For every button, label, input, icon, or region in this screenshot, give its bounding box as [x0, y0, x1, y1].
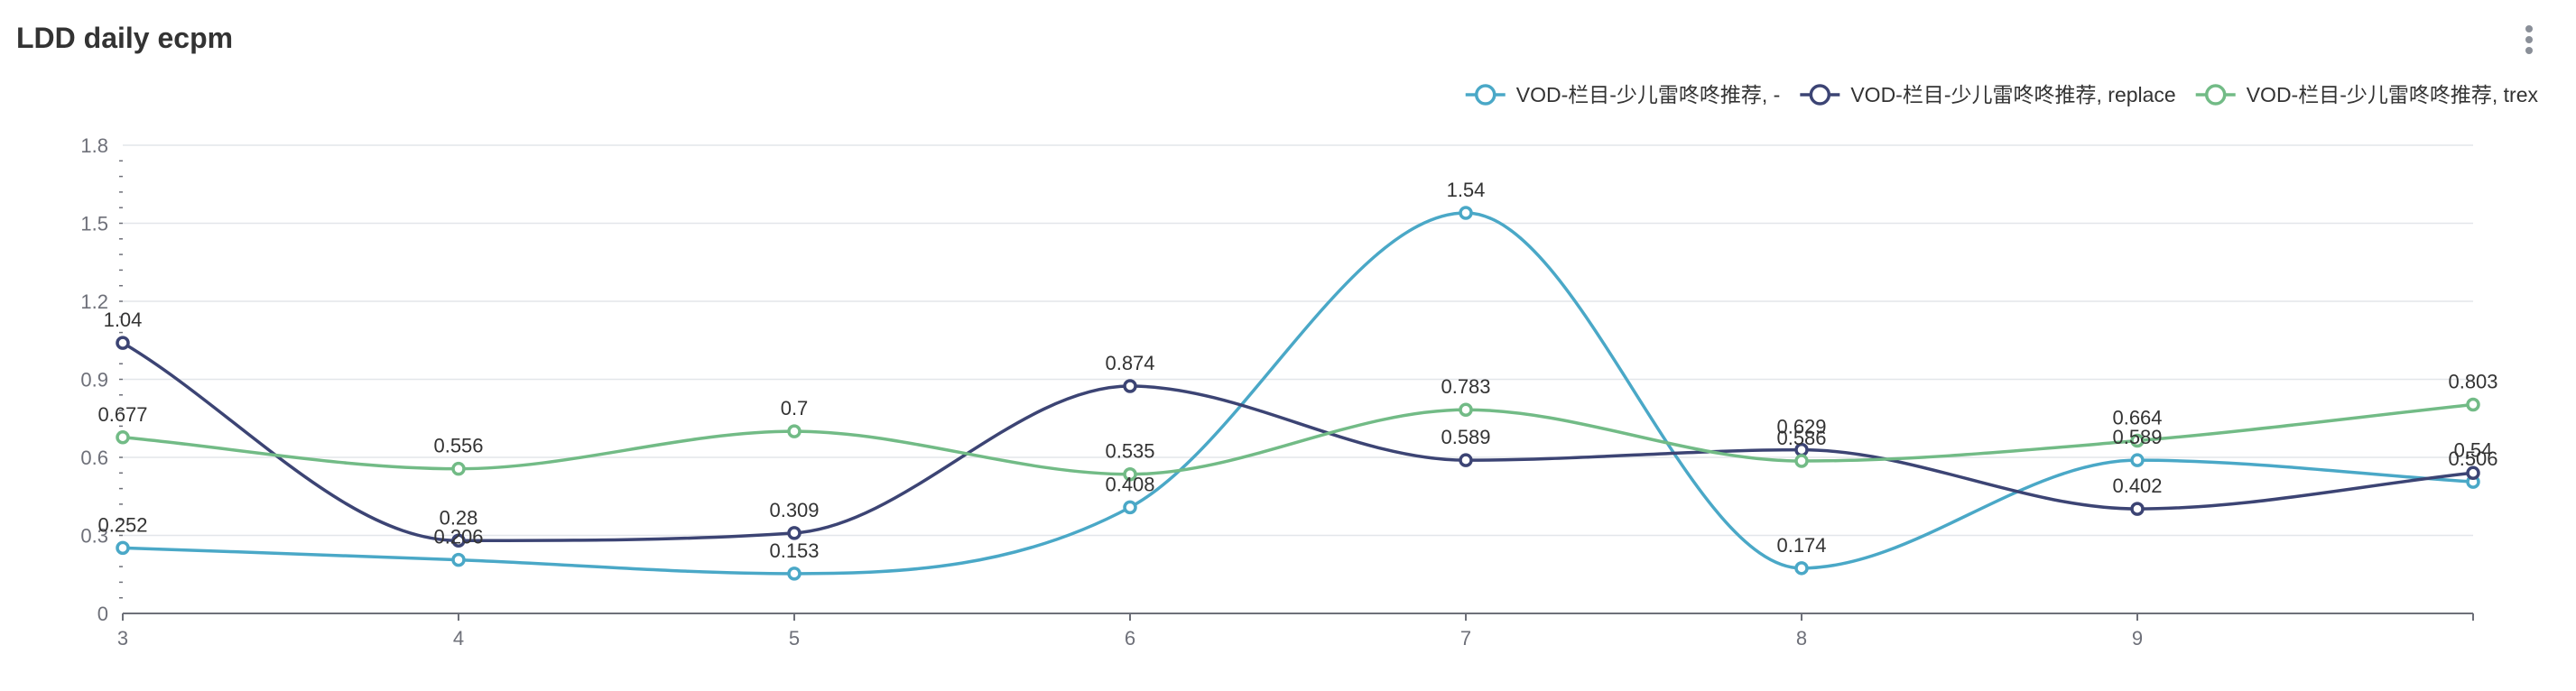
data-label: 0.506 — [2448, 447, 2497, 470]
legend-label: VOD-栏目-少儿雷咚咚推荐, trex — [2247, 83, 2539, 106]
x-tick-label: 6 — [1125, 627, 1135, 650]
data-point — [116, 430, 130, 445]
data-label: 0.252 — [97, 513, 147, 536]
y-tick-label: 1.5 — [80, 213, 108, 235]
y-tick-label: 0.3 — [80, 525, 108, 548]
data-label: 0.535 — [1105, 440, 1154, 463]
x-tick-label: 9 — [2132, 627, 2143, 650]
data-point — [1123, 500, 1137, 515]
data-label: 0.408 — [1105, 473, 1154, 495]
data-label: 0.629 — [1776, 416, 1826, 438]
legend-circle-icon — [2204, 84, 2227, 106]
legend-circle-icon — [1809, 84, 1831, 106]
menu-dot — [2525, 47, 2533, 54]
data-point — [2130, 502, 2145, 516]
data-label: 1.54 — [1447, 179, 1486, 201]
data-point — [787, 567, 802, 581]
data-point — [116, 336, 130, 350]
data-label: 1.04 — [104, 309, 143, 331]
data-label: 0.28 — [440, 506, 478, 529]
menu-dot — [2525, 36, 2533, 43]
data-label: 0.174 — [1776, 534, 1826, 557]
legend-item[interactable]: VOD-栏目-少儿雷咚咚推荐, trex — [2195, 83, 2539, 106]
series-line — [122, 211, 2474, 576]
legend-label: VOD-栏目-少儿雷咚咚推荐, replace — [1850, 83, 2175, 106]
data-label: 0.54 — [2454, 438, 2493, 461]
data-label: 0.206 — [433, 526, 483, 548]
data-point — [116, 540, 130, 556]
series-line — [122, 402, 2474, 476]
data-point — [787, 424, 802, 438]
y-tick-label: 0.9 — [80, 369, 108, 392]
data-label: 0.677 — [97, 403, 147, 426]
x-tick-label: 4 — [453, 627, 464, 650]
data-label: 0.402 — [2112, 474, 2162, 497]
x-tick-label: 5 — [789, 627, 800, 650]
data-point — [2130, 433, 2145, 448]
more-vertical-icon[interactable] — [2520, 22, 2538, 58]
data-point — [1794, 561, 1809, 576]
data-point — [451, 552, 466, 567]
menu-dot — [2525, 25, 2533, 32]
data-point — [2130, 453, 2145, 467]
data-point — [1123, 466, 1137, 482]
data-label: 0.589 — [1441, 426, 1490, 448]
series-layer — [116, 206, 2480, 581]
data-point — [451, 533, 466, 548]
data-point — [2466, 397, 2480, 412]
label-layer: 0.252 0.206 0.153 0.408 1.54 0.174 0.589 0.506 1… — [97, 179, 2497, 562]
data-point — [787, 526, 802, 540]
data-label: 0.7 — [781, 397, 809, 419]
data-point — [1459, 402, 1473, 417]
data-point — [1459, 206, 1473, 220]
data-label: 0.153 — [769, 539, 819, 562]
data-point — [1459, 453, 1473, 467]
data-label: 0.803 — [2448, 370, 2497, 392]
data-label: 0.783 — [1441, 375, 1490, 398]
chart-title: LDD daily ecpm — [16, 22, 234, 54]
data-label: 0.556 — [433, 435, 483, 457]
data-label: 0.589 — [2112, 426, 2162, 448]
data-point — [451, 461, 466, 476]
data-label: 0.874 — [1105, 352, 1154, 374]
axis-layer: 0 0.3 0.6 0.9 1.2 1.5 1.8 3 4 5 6 7 8 9 — [80, 134, 2474, 650]
grid-layer — [123, 144, 2473, 537]
legend-label: VOD-栏目-少儿雷咚咚推荐, - — [1516, 83, 1781, 106]
legend-item[interactable]: VOD-栏目-少儿雷咚咚推荐, - — [1465, 83, 1781, 106]
data-point — [2466, 465, 2480, 481]
data-point — [1123, 379, 1137, 393]
y-tick-label: 0.6 — [80, 447, 108, 469]
data-label: 0.664 — [2112, 407, 2162, 429]
y-tick-label: 1.2 — [80, 290, 108, 313]
data-label: 0.586 — [1776, 427, 1826, 449]
series-line — [122, 341, 2474, 543]
x-tick-label: 3 — [117, 627, 128, 650]
x-tick-label: 7 — [1460, 627, 1471, 650]
data-label: 0.309 — [769, 499, 819, 521]
legend-item[interactable]: VOD-栏目-少儿雷咚咚推荐, replace — [1800, 83, 2176, 106]
legend: VOD-栏目-少儿雷咚咚推荐, - VOD-栏目-少儿雷咚咚推荐, replace… — [1465, 83, 2539, 106]
y-tick-label: 1.8 — [80, 134, 108, 157]
y-tick-label: 0 — [97, 603, 108, 625]
data-point — [1794, 454, 1809, 468]
legend-circle-icon — [1474, 84, 1496, 106]
x-tick-label: 8 — [1796, 627, 1807, 650]
